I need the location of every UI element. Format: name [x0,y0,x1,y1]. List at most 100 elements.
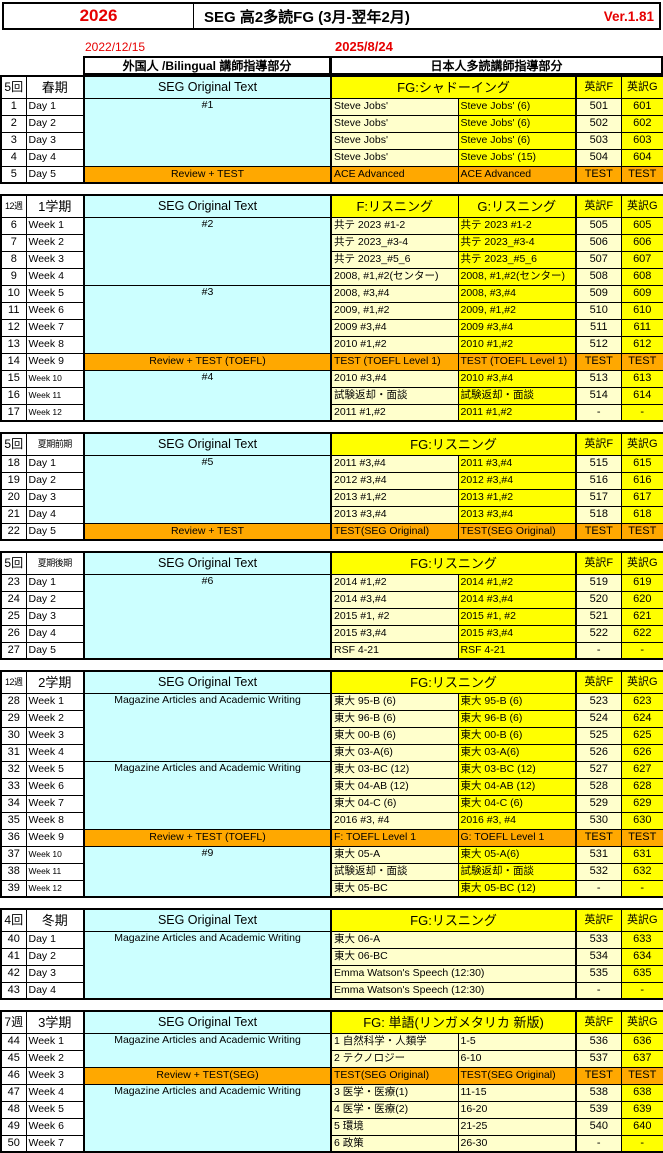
schedule-row: 47 Week 4 Magazine Articles and Academic W… [0,1083,663,1153]
schedule-row: 23 Day 1 #6 2014 #1,#2 2014 #1,#2 519 619 [0,573,663,660]
schedule-tables: 5回 春期 SEG Original Text FG:シャドーイング 英訳F 英訳G 1 Da… [0,75,663,1153]
lesson-day: Week 11 [25,386,85,405]
lesson-day: Week 10 [25,845,85,864]
seg-text-cell: #3 [83,284,332,354]
en-f-cell: 523 [575,692,622,711]
en-g-cell: 623 [620,692,663,711]
g-material-cell: 2013 #1,#2 [457,488,577,507]
f-material-cell: 2008, #1,#2(センター) [330,267,459,286]
seg-text-cell: #9 [83,845,332,898]
lesson-number: 1 [0,97,27,116]
g-material-cell: 共テ 2023_#3-4 [457,233,577,252]
section-count: 12週 [0,670,27,694]
section-table: 5回 春期 SEG Original Text FG:シャドーイング 英訳F 英訳G 1 Da… [0,75,663,184]
en-f-cell: 519 [575,573,622,592]
g-material-cell: 東大 03-BC (12) [457,760,577,779]
g-material-cell: 2009 #3,#4 [457,318,577,337]
en-f-cell: - [575,1134,622,1153]
f-material-cell: Steve Jobs' [330,114,459,133]
lesson-day: Week 7 [25,794,85,813]
en-g-cell: TEST [620,522,663,541]
lesson-number: 8 [0,250,27,269]
schedule-row: 39 Week 12 東大 05-BC 東大 05-BC (12) - - [0,879,663,898]
en-g-header: 英訳G [620,1010,663,1034]
en-g-cell: 606 [620,233,663,252]
en-f-cell: - [575,879,622,898]
schedule-row: 4 Day 4 Steve Jobs' Steve Jobs' (15) 504 604 [0,148,663,167]
f-material-cell: F: TOEFL Level 1 [330,828,459,847]
f-material-cell: Steve Jobs' [330,131,459,150]
en-g-cell: - [620,1134,663,1153]
lesson-day: Day 4 [25,981,85,1000]
en-g-cell: 604 [620,148,663,167]
en-f-cell: 529 [575,794,622,813]
lesson-day: Day 1 [25,454,85,473]
seg-text-cell: Review + TEST (TOEFL) [83,352,332,371]
en-f-cell: 505 [575,216,622,235]
en-f-cell: - [575,981,622,1000]
section-count: 5回 [0,551,27,575]
lesson-number: 11 [0,301,27,320]
g-material-cell: 2009, #1,#2 [457,301,577,320]
f-material-cell: TEST(SEG Original) [330,522,459,541]
lesson-number: 35 [0,811,27,830]
fg-column-header: FG:リスニング [329,670,577,694]
f-column-header: F:リスニング [330,194,459,218]
f-material-cell: 2008, #3,#4 [330,284,459,303]
section-header-row: 4回 冬期 SEG Original Text FG:リスニング 英訳F 英訳G [0,908,663,932]
f-material-cell: 2012 #3,#4 [330,471,459,490]
f-material-cell: 東大 05-A [330,845,459,864]
lesson-number: 32 [0,760,27,779]
g-material-cell: 東大 04-AB (12) [457,777,577,796]
lesson-number: 27 [0,641,27,660]
f-material-cell: RSF 4-21 [330,641,459,660]
schedule-row: 24 Day 2 2014 #3,#4 2014 #3,#4 520 620 [0,590,663,609]
seg-text-cell: Review + TEST [83,522,332,541]
en-f-cell: 531 [575,845,622,864]
lesson-number: 41 [0,947,27,966]
schedule-row: 43 Day 4 Emma Watson's Speech (12:30) - - [0,981,663,1000]
en-g-cell: 631 [620,845,663,864]
lesson-number: 31 [0,743,27,762]
lesson-day: Week 10 [25,369,85,388]
lesson-day: Week 3 [25,726,85,745]
schedule-row: 31 Week 4 東大 03-A(6) 東大 03-A(6) 526 626 [0,743,663,762]
seg-text-cell: Magazine Articles and Academic Writing [83,930,332,1000]
g-material-cell: 2008, #1,#2(センター) [457,267,577,286]
lesson-day: Week 6 [25,777,85,796]
seg-text-cell: Magazine Articles and Academic Writing [83,692,332,762]
lesson-number: 30 [0,726,27,745]
en-f-header: 英訳F [575,551,622,575]
en-f-cell: 518 [575,505,622,524]
lesson-day: Week 11 [25,862,85,881]
en-g-cell: 640 [620,1117,663,1136]
lesson-number: 14 [0,352,27,371]
en-f-cell: 540 [575,1117,622,1136]
section-term: 夏期前期 [25,432,85,456]
en-g-cell: - [620,403,663,422]
lesson-day: Week 6 [25,1117,85,1136]
en-f-header: 英訳F [575,1010,622,1034]
lesson-number: 40 [0,930,27,949]
g-material-cell: 共テ 2023 #1-2 [457,216,577,235]
en-f-cell: 536 [575,1032,622,1051]
fg-column-header: FG:リスニング [329,432,577,456]
section-table: 12週 1学期 SEG Original Text F:リスニング G:リスニング 英訳F… [0,194,663,422]
en-g-cell: 622 [620,624,663,643]
en-f-cell: 532 [575,862,622,881]
lesson-day: Week 1 [25,216,85,235]
seg-text-cell: #4 [83,369,332,422]
en-f-cell: 517 [575,488,622,507]
en-f-cell: 510 [575,301,622,320]
section-table: 5回 夏期後期 SEG Original Text FG:リスニング 英訳F 英訳G 23 D… [0,551,663,660]
g-material-cell: 2014 #3,#4 [457,590,577,609]
lesson-day: Week 8 [25,811,85,830]
schedule-row: 6 Week 1 #2 共テ 2023 #1-2 共テ 2023 #1-2 505 605 [0,216,663,286]
en-g-cell: 624 [620,709,663,728]
en-f-cell: 522 [575,624,622,643]
en-g-cell: TEST [620,828,663,847]
en-g-cell: 632 [620,862,663,881]
seg-column-header: SEG Original Text [83,551,332,575]
en-g-cell: 607 [620,250,663,269]
f-material-cell: 6 政策 [330,1134,459,1153]
